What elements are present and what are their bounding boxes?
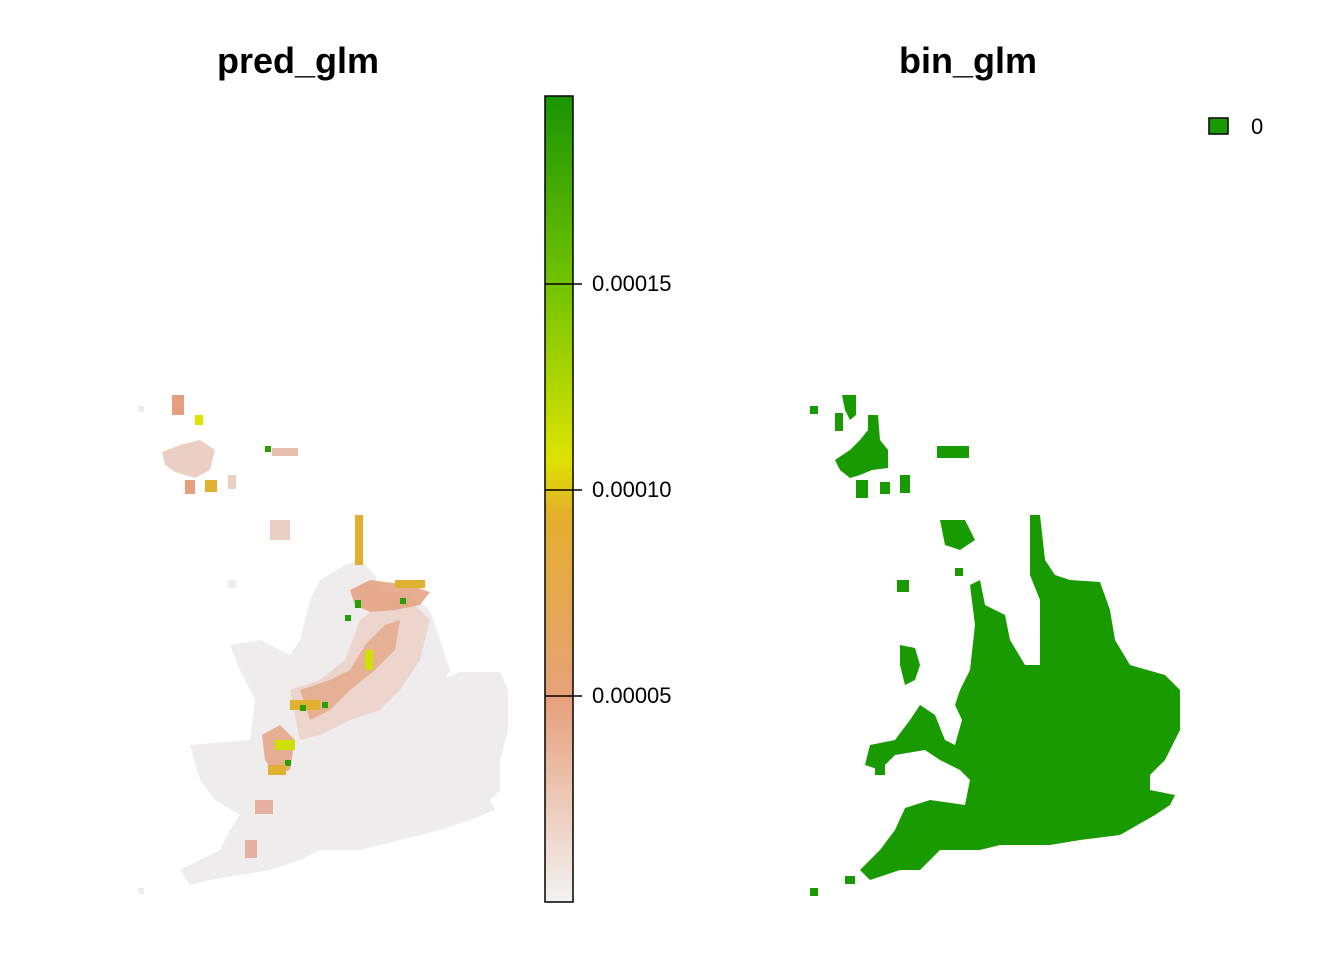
legend-label-0: 0 xyxy=(1251,114,1263,139)
colorbar-tick-2: 0.00010 xyxy=(545,477,672,502)
pred-island-small-1 xyxy=(172,395,184,415)
bin-islands-north xyxy=(835,395,888,478)
bin-island-8 xyxy=(810,888,818,896)
pred-cell-green-6 xyxy=(322,702,328,708)
bin-island-3 xyxy=(856,480,868,498)
pred-island-small-11 xyxy=(138,888,144,894)
pred-cell-yellow-3 xyxy=(365,650,373,670)
colorbar-gradient xyxy=(544,95,574,903)
bin-island-10 xyxy=(955,568,963,576)
pred-cell-yellow-6 xyxy=(268,765,286,775)
bin-island-5 xyxy=(900,475,910,493)
pred-island-small-10 xyxy=(228,580,236,588)
pred-cell-green-4 xyxy=(300,705,306,711)
pred-island-small-5 xyxy=(265,446,271,452)
bin-island-11 xyxy=(875,765,885,775)
pred-island-small-4 xyxy=(205,480,217,492)
pred-glm-map xyxy=(138,395,508,894)
pred-island-spot-2 xyxy=(245,840,257,858)
pred-cell-yellow-2 xyxy=(395,580,425,588)
bin-island-1 xyxy=(810,406,818,414)
pred-island-small-6 xyxy=(272,448,298,456)
pred-land-south xyxy=(180,672,508,885)
pred-cell-yellow-1 xyxy=(355,515,363,565)
pred-glm-colorbar: 0.00015 0.00010 0.00005 xyxy=(544,95,672,903)
colorbar-tick-1: 0.00005 xyxy=(545,683,672,708)
pred-island-small-8 xyxy=(228,475,236,489)
legend-swatch-0 xyxy=(1208,117,1229,135)
pred-cell-green-3 xyxy=(400,598,406,604)
colorbar-tick-label: 0.00005 xyxy=(592,683,672,708)
panel-title-pred-glm: pred_glm xyxy=(216,40,380,81)
bin-glm-legend: 0 xyxy=(1208,114,1263,139)
pred-cell-green-5 xyxy=(285,760,291,766)
colorbar-tick-label: 0.00010 xyxy=(592,477,672,502)
panel-title-bin-glm: bin_glm xyxy=(898,40,1037,81)
bin-island-2 xyxy=(835,413,843,431)
bin-land-west xyxy=(900,645,920,685)
bin-island-4 xyxy=(880,482,890,494)
pred-island-small-3 xyxy=(185,480,195,494)
pred-island-small-2 xyxy=(195,415,203,425)
pred-cell-green-1 xyxy=(355,600,361,608)
pred-land-pink-2 xyxy=(300,620,400,720)
bin-land-england xyxy=(860,515,1180,880)
colorbar-tick-label: 0.00015 xyxy=(592,271,672,296)
bin-land-main xyxy=(940,520,975,550)
colorbar-tick-3: 0.00015 xyxy=(545,271,672,296)
bin-island-6 xyxy=(937,446,969,458)
pred-cell-yellow-5 xyxy=(275,740,295,750)
pred-island-small-7 xyxy=(138,406,144,412)
pred-cell-green-2 xyxy=(345,615,351,621)
pred-island-spot-1 xyxy=(255,800,273,814)
bin-island-9 xyxy=(845,876,855,884)
bin-glm-map xyxy=(810,395,1180,896)
pred-islands-north xyxy=(162,440,215,478)
pred-island-small-9 xyxy=(270,520,290,540)
bin-island-7 xyxy=(897,580,909,592)
